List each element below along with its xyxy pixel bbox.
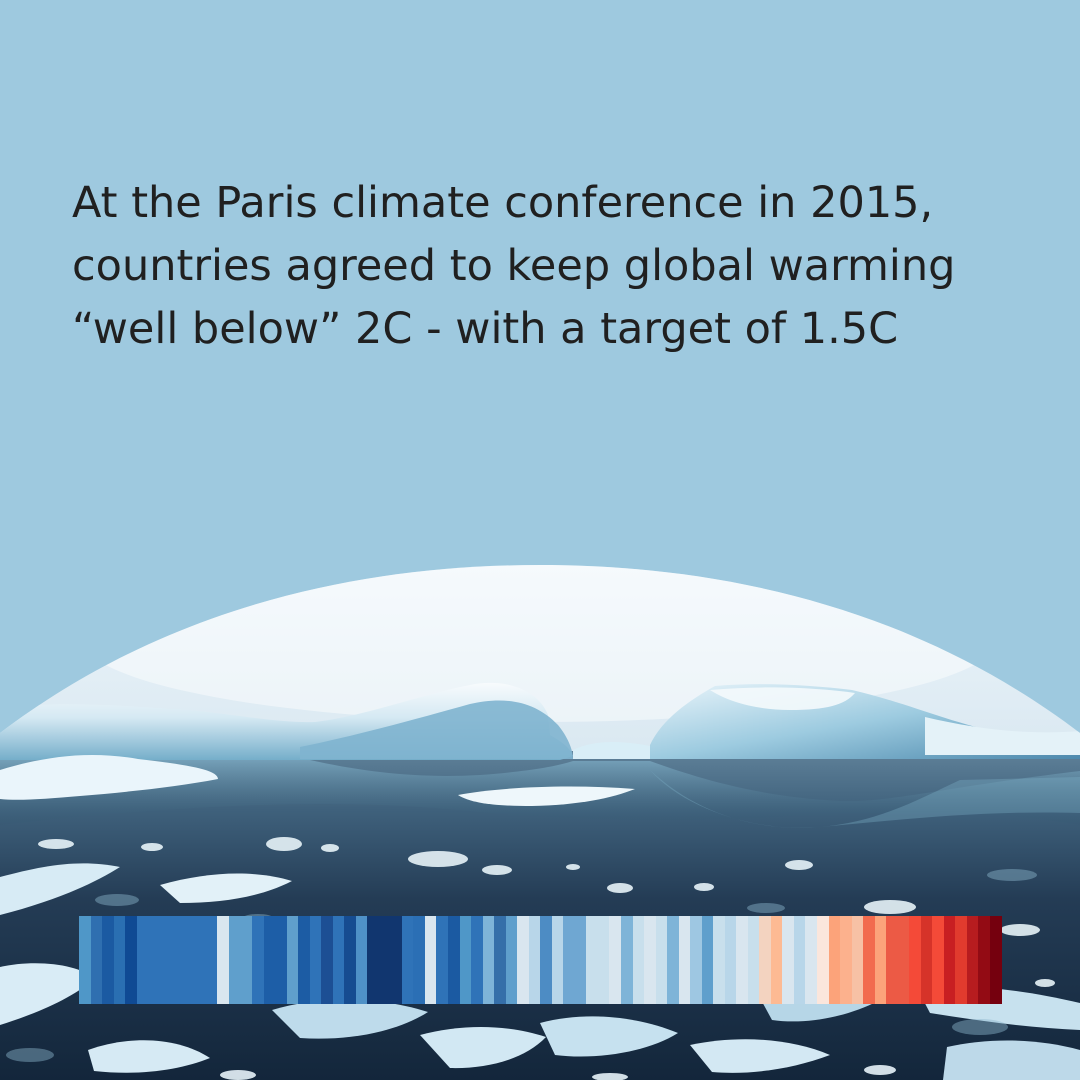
warming-stripe — [494, 916, 506, 1004]
warming-stripe — [436, 916, 448, 1004]
warming-stripe — [413, 916, 425, 1004]
warming-stripe — [401, 916, 414, 1004]
warming-stripe — [770, 916, 783, 1004]
warming-stripe — [217, 916, 229, 1004]
warming-stripe — [597, 916, 610, 1004]
warming-stripe — [782, 916, 794, 1004]
warming-stripe — [586, 916, 598, 1004]
warming-stripe — [632, 916, 645, 1004]
warming-stripe — [275, 916, 287, 1004]
warming-stripe — [978, 916, 990, 1004]
warming-stripe — [286, 916, 299, 1004]
warming-stripe — [355, 916, 368, 1004]
warming-stripe — [263, 916, 276, 1004]
warming-stripe — [321, 916, 333, 1004]
warming-stripe — [851, 916, 864, 1004]
warming-stripe — [240, 916, 252, 1004]
warming-stripe — [171, 916, 183, 1004]
warming-stripe — [644, 916, 656, 1004]
warming-stripe — [817, 916, 829, 1004]
warming-stripe — [471, 916, 483, 1004]
warming-stripe — [920, 916, 933, 1004]
warming-stripe — [159, 916, 172, 1004]
warming-stripe — [955, 916, 967, 1004]
warming-stripe — [528, 916, 541, 1004]
warming-stripe — [125, 916, 137, 1004]
warming-stripe — [863, 916, 875, 1004]
warming-stripe — [747, 916, 760, 1004]
warming-stripe — [228, 916, 241, 1004]
warming-stripe — [989, 916, 1002, 1004]
warming-stripe — [897, 916, 910, 1004]
warming-stripe — [886, 916, 898, 1004]
warming-stripe — [609, 916, 621, 1004]
warming-stripe — [148, 916, 160, 1004]
warming-stripe — [551, 916, 564, 1004]
warming-stripe — [759, 916, 771, 1004]
warming-stripe — [136, 916, 149, 1004]
headline-line-2: countries agreed to keep global warming — [72, 241, 956, 291]
warming-stripe — [424, 916, 437, 1004]
warming-stripe — [378, 916, 391, 1004]
warming-stripe — [482, 916, 495, 1004]
warming-stripe — [309, 916, 322, 1004]
warming-stripe — [805, 916, 817, 1004]
warming-stripe — [932, 916, 944, 1004]
warming-stripe — [724, 916, 737, 1004]
warming-stripe — [574, 916, 587, 1004]
warming-stripe — [298, 916, 310, 1004]
warming-stripe — [828, 916, 841, 1004]
headline-line-3: “well below” 2C - with a target of 1.5C — [72, 304, 899, 354]
warming-stripe — [690, 916, 702, 1004]
warming-stripe — [459, 916, 472, 1004]
warming-stripe — [79, 916, 91, 1004]
warming-stripe — [182, 916, 195, 1004]
warming-stripe — [713, 916, 725, 1004]
headline-text: At the Paris climate conference in 2015,… — [72, 172, 1052, 361]
warming-stripe — [448, 916, 460, 1004]
warming-stripe — [505, 916, 518, 1004]
warming-stripe — [194, 916, 206, 1004]
warming-stripe — [909, 916, 921, 1004]
warming-stripe — [344, 916, 356, 1004]
warming-stripe — [667, 916, 679, 1004]
warming-stripe — [113, 916, 126, 1004]
warming-stripe — [840, 916, 852, 1004]
warming-stripe — [874, 916, 887, 1004]
warming-stripes — [79, 916, 1002, 1004]
warming-stripe — [332, 916, 345, 1004]
warming-stripe — [943, 916, 956, 1004]
warming-stripe — [102, 916, 114, 1004]
warming-stripe — [736, 916, 748, 1004]
warming-stripe — [90, 916, 103, 1004]
warming-stripe — [793, 916, 806, 1004]
warming-stripe — [517, 916, 529, 1004]
warming-stripe — [655, 916, 668, 1004]
warming-stripe — [390, 916, 402, 1004]
warming-stripe — [367, 916, 379, 1004]
warming-stripe — [251, 916, 264, 1004]
warming-stripe — [563, 916, 575, 1004]
warming-stripe — [620, 916, 633, 1004]
warming-stripe — [205, 916, 218, 1004]
arctic-iceberg-photo — [0, 565, 1080, 1080]
headline-line-1: At the Paris climate conference in 2015, — [72, 178, 934, 228]
warming-stripe — [678, 916, 691, 1004]
warming-stripe — [966, 916, 979, 1004]
warming-stripe — [540, 916, 552, 1004]
warming-stripe — [701, 916, 714, 1004]
